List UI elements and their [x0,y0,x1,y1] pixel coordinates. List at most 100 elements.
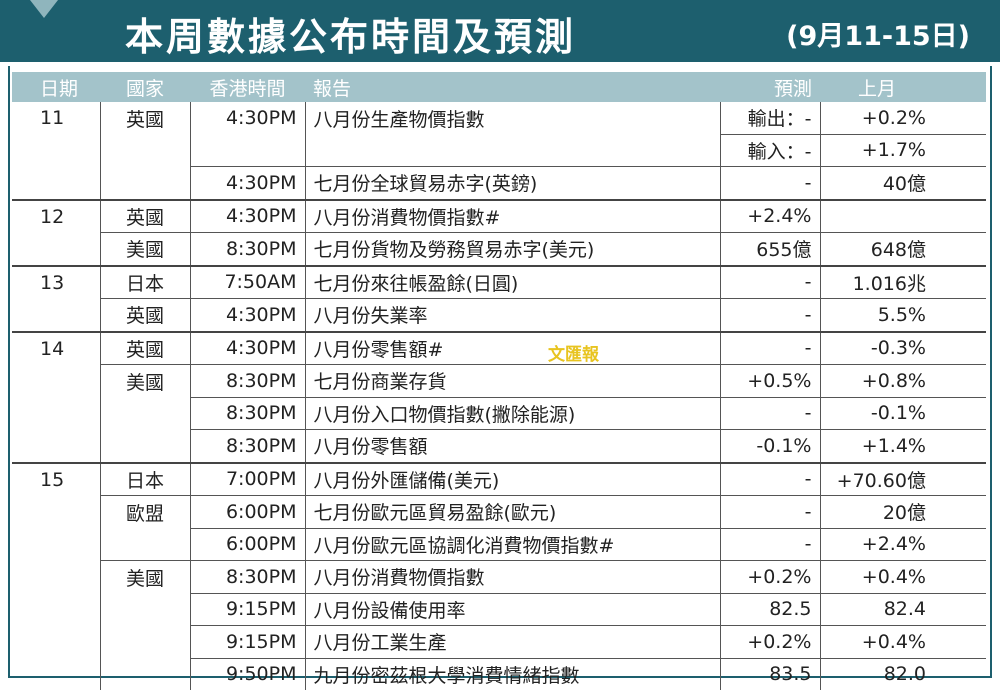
table-cell: 八月份消費物價指數 [304,560,720,593]
table-cell: +0.4% [819,560,986,593]
table-cell: -0.3% [819,330,986,365]
table-cell: +2.4% [719,198,820,233]
empty-cell [12,626,100,659]
table-cell: 82.5 [719,592,820,626]
table-cell: 82.4 [819,592,986,626]
table-cell: 6:00PM [189,527,305,561]
table-cell: 七月份歐元區貿易盈餘(歐元) [304,495,720,528]
empty-cell [12,561,100,594]
table-row: 6:00PM 八月份歐元區協調化消費物價指數# - +2.4% [12,527,986,561]
table-cell: 9:50PM [189,657,305,690]
table-cell: 4:30PM [189,198,305,233]
table-cell: 八月份設備使用率 [304,592,720,626]
table-cell: 40億 [819,166,986,200]
table-cell: 英國 [99,330,190,365]
table-cell: +0.2% [719,625,820,658]
empty-cell [304,134,720,167]
table-row: 8:30PM 八月份入口物價指數(撇除能源) - -0.1% [12,396,986,430]
table-row: 11 英國 4:30PM 八月份生產物價指數 輸出：- +0.2% [12,102,986,134]
table-cell: 20億 [819,495,986,528]
table-cell: 七月份貨物及勞務貿易赤字(美元) [304,232,720,266]
table-cell: +0.2% [819,102,986,134]
table-cell: 日本 [99,461,190,496]
empty-cell [12,658,100,690]
empty-cell [99,593,190,626]
table-cell: 七月份商業存貨 [304,364,720,397]
table-cell: - [719,298,820,332]
table-cell: 英國 [99,198,190,233]
table-cell: 美國 [99,232,190,266]
table-cell: 7:50AM [189,264,305,299]
table-cell: 4:30PM [189,298,305,332]
table-cell: +1.4% [819,429,986,463]
table-cell: 八月份歐元區協調化消費物價指數# [304,527,720,561]
table-cell: 日本 [99,264,190,299]
column-header: 國家 [100,72,190,102]
table-cell: 美國 [99,364,190,397]
table-body: 11 英國 4:30PM 八月份生產物價指數 輸出：- +0.2% 輸入：- +1.7% 4:3… [12,102,986,690]
table-cell: 83.5 [719,657,820,690]
table-cell: 1.016兆 [819,264,986,299]
table-cell: 11 [40,107,65,129]
empty-cell [12,134,100,167]
table-cell: +0.4% [819,625,986,658]
table-cell: 12 [12,198,100,233]
table-cell: 八月份零售額# [304,330,720,365]
column-header: 日期 [12,72,100,102]
subtitle: (9月11-15日) [786,21,970,52]
column-header: 預測 [720,72,820,102]
table-cell: +0.8% [819,364,986,397]
table-cell: - [719,495,820,528]
empty-cell [12,496,100,529]
table-cell: 648億 [819,232,986,266]
table-cell: 13 [12,264,100,299]
table-row: 4:30PM 七月份全球貿易赤字(英鎊) -40億 [12,166,986,200]
table-cell: 8:30PM [189,429,305,463]
table-cell: 歐盟 [99,495,190,528]
table-cell: 4:30PM [189,102,305,134]
table-row: 美國 8:30PM 七月份貨物及勞務貿易赤字(美元) 655億 648億 [12,232,986,266]
empty-cell [99,134,190,167]
empty-cell [12,397,100,430]
table-cell: 七月份全球貿易赤字(英鎊) [304,166,720,200]
table-row: 9:15PM 八月份工業生產 +0.2% +0.4% [12,625,986,659]
empty-cell [12,593,100,626]
table-cell: 九月份密茲根大學消費情緒指數 [304,657,720,690]
table-cell: 8:30PM [189,364,305,397]
table-row: 15 日本 7:00PM 八月份外匯儲備(美元) - +70.60億 [12,461,986,496]
empty-cell [99,397,190,430]
table-cell: 英國 [99,102,190,134]
table-cell: 八月份生產物價指數 [304,102,720,134]
empty-cell [99,625,190,658]
empty-cell [189,134,305,167]
empty-cell [819,198,986,233]
table-cell: - [719,527,820,561]
table-cell: 8:30PM [189,396,305,430]
table-cell: 美國 [99,560,190,593]
table-cell: 9:15PM [189,625,305,658]
table-cell: 八月份失業率 [304,298,720,332]
corner-triangle [30,0,58,18]
empty-cell [99,528,190,561]
table-cell: - [719,396,820,430]
header-row: 日期 國家 香港時間 報告 預測 上月 [12,72,986,102]
table-cell: 14 [12,330,100,365]
table-row: 歐盟 6:00PM 七月份歐元區貿易盈餘(歐元) -20億 [12,495,986,529]
table-cell: +2.4% [819,527,986,561]
empty-cell [99,429,190,463]
table-cell: +70.60億 [819,461,986,496]
empty-cell [12,233,100,266]
table-cell: 英國 [99,298,190,332]
empty-cell [12,365,100,398]
table-cell: 8:30PM [189,232,305,266]
column-header: 上月 [820,72,986,102]
table-cell: 七月份來往帳盈餘(日圓) [304,264,720,299]
table-cell: - [719,461,820,496]
table-cell: 八月份外匯儲備(美元) [304,461,720,496]
table-cell: - [719,330,820,365]
table-row: 14 英國 4:30PM 八月份零售額# - -0.3% [12,330,986,365]
table-cell: -0.1% [719,429,820,463]
table-row: 12 英國 4:30PM 八月份消費物價指數# +2.4% [12,198,986,233]
watermark: 文匯報 [548,345,599,365]
empty-cell [12,528,100,561]
